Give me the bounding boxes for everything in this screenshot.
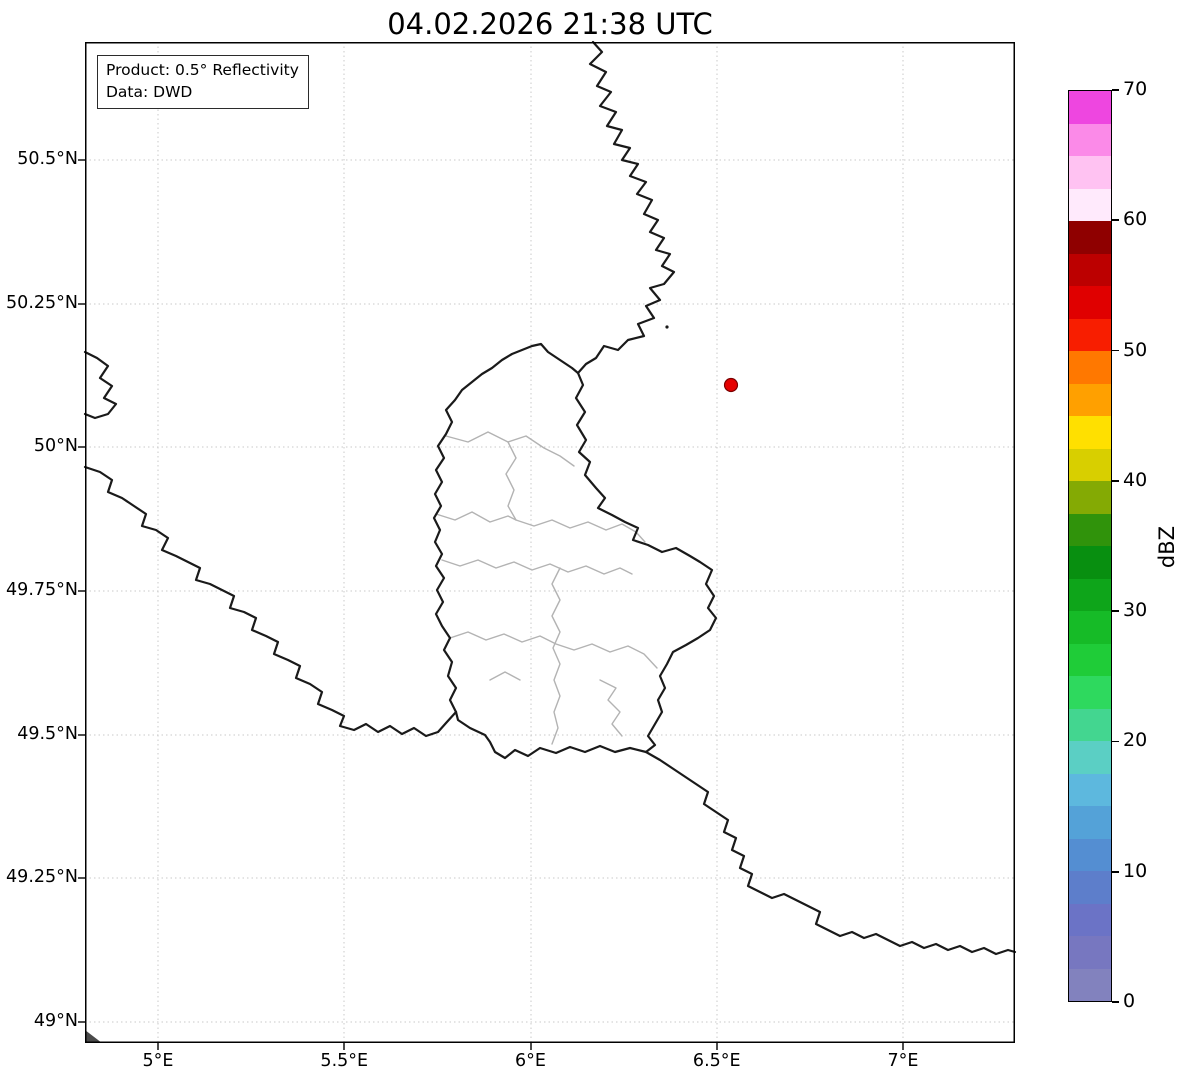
product-info-box: Product: 0.5° Reflectivity Data: DWD [97, 55, 309, 109]
colorbar-segment [1069, 383, 1111, 416]
x-tick-label: 6°E [515, 1051, 546, 1071]
colorbar-segment [1069, 708, 1111, 741]
x-tick-label: 6.5°E [692, 1051, 741, 1071]
colorbar-segment [1069, 123, 1111, 156]
y-tick-label: 49°N [33, 1010, 78, 1031]
figure-title: 04.02.2026 21:38 UTC [387, 7, 713, 41]
colorbar-segment [1069, 968, 1111, 1001]
x-tick-label: 5.5°E [320, 1051, 369, 1071]
radar-location-marker [723, 377, 739, 393]
map-panel: Product: 0.5° Reflectivity Data: DWD [78, 40, 1017, 1050]
y-tick-label: 50.25°N [6, 292, 78, 313]
y-tick-label: 50.5°N [17, 149, 78, 169]
y-tick-label: 49.5°N [17, 723, 78, 744]
colorbar-segment [1069, 806, 1111, 839]
colorbar-unit-label: dBZ [1155, 525, 1179, 569]
colorbar-tick-label: 40 [1123, 468, 1148, 491]
colorbar-segment [1069, 91, 1111, 124]
map-canvas [78, 40, 1017, 1050]
colorbar-segment [1069, 578, 1111, 611]
colorbar-segment [1069, 871, 1111, 904]
border-fragment-corner [85, 1030, 102, 1043]
y-tick-label: 49.75°N [6, 579, 78, 600]
colorbar-tick-mark [1112, 870, 1119, 873]
colorbar-segment [1069, 416, 1111, 449]
colorbar-tick-mark [1112, 610, 1119, 612]
colorbar-segment [1069, 838, 1111, 871]
colorbar-segment [1069, 903, 1111, 936]
border-fragment-west-edge [83, 350, 118, 420]
colorbar-tick-label: 30 [1123, 599, 1148, 622]
colorbar-tick-mark [1112, 349, 1119, 352]
colorbar-tick-label: 50 [1123, 338, 1148, 361]
colorbar-segment [1069, 936, 1111, 969]
colorbar-segment [1069, 318, 1111, 351]
colorbar-tick-label: 20 [1123, 729, 1148, 752]
colorbar-segment [1069, 481, 1111, 514]
colorbar-segment [1069, 643, 1111, 676]
colorbar-segment [1069, 286, 1111, 319]
colorbar-segment [1069, 188, 1111, 221]
border-fragment-dot [665, 325, 669, 329]
colorbar-tick-mark [1112, 480, 1119, 482]
colorbar-tick-label: 60 [1123, 208, 1148, 231]
colorbar [1068, 90, 1112, 1002]
colorbar-segment [1069, 513, 1111, 546]
colorbar-tick-label: 10 [1123, 859, 1148, 882]
colorbar-tick-mark [1112, 1001, 1119, 1003]
colorbar-segment [1069, 253, 1111, 286]
colorbar-tick-label: 70 [1123, 78, 1148, 100]
border-france-west [83, 465, 458, 738]
border-france-germany [644, 750, 1017, 956]
country-borders [83, 40, 1017, 956]
colorbar-tick-label: 0 [1123, 990, 1136, 1012]
colorbar-segment [1069, 611, 1111, 644]
colorbar-segment [1069, 221, 1111, 254]
colorbar-segment [1069, 741, 1111, 774]
colorbar-tick-mark [1112, 740, 1119, 743]
colorbar-segment [1069, 351, 1111, 384]
product-line: Product: 0.5° Reflectivity [106, 61, 299, 79]
colorbar-tick-mark [1112, 219, 1119, 222]
axis-tick-marks [78, 159, 904, 1050]
colorbar-tick-mark [1112, 89, 1119, 91]
colorbar-segment [1069, 546, 1111, 579]
colorbar-segment [1069, 448, 1111, 481]
border-germany-belgium [576, 40, 676, 375]
y-tick-label: 50°N [33, 436, 78, 457]
border-luxembourg [432, 342, 718, 760]
grid-lines [85, 42, 1015, 1043]
x-tick-label: 5°E [142, 1051, 174, 1071]
colorbar-segment [1069, 773, 1111, 806]
colorbar-segment [1069, 156, 1111, 189]
colorbar-segment [1069, 676, 1111, 709]
y-tick-label: 49.25°N [6, 867, 78, 888]
plot-frame [85, 42, 1015, 1043]
x-tick-label: 7°E [887, 1051, 919, 1071]
district-borders [435, 431, 658, 745]
data-source-line: Data: DWD [106, 83, 193, 101]
